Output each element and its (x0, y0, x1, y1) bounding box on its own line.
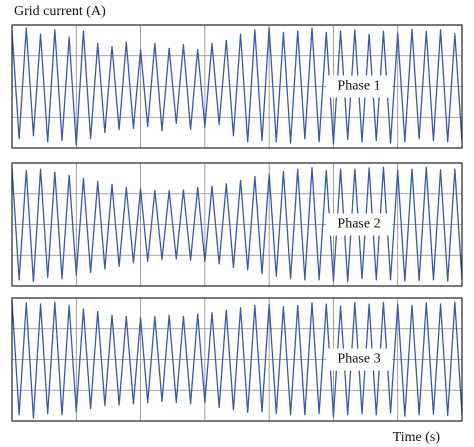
annotation: Phase 1 (337, 79, 380, 94)
annotation: Phase 2 (337, 217, 380, 232)
annotation-box (326, 75, 392, 98)
waveform (11, 27, 463, 146)
y-axis-title: Grid current (A) (14, 4, 106, 19)
waveform (11, 301, 463, 419)
panel-frame (11, 162, 463, 287)
panel-frame (11, 24, 463, 149)
annotation-box (326, 213, 392, 236)
x-axis-title: Time (s) (393, 430, 441, 445)
waveform (11, 166, 463, 283)
annotation: Phase 3 (337, 352, 380, 367)
panel-frame (11, 297, 463, 422)
annotation-box (326, 348, 392, 371)
